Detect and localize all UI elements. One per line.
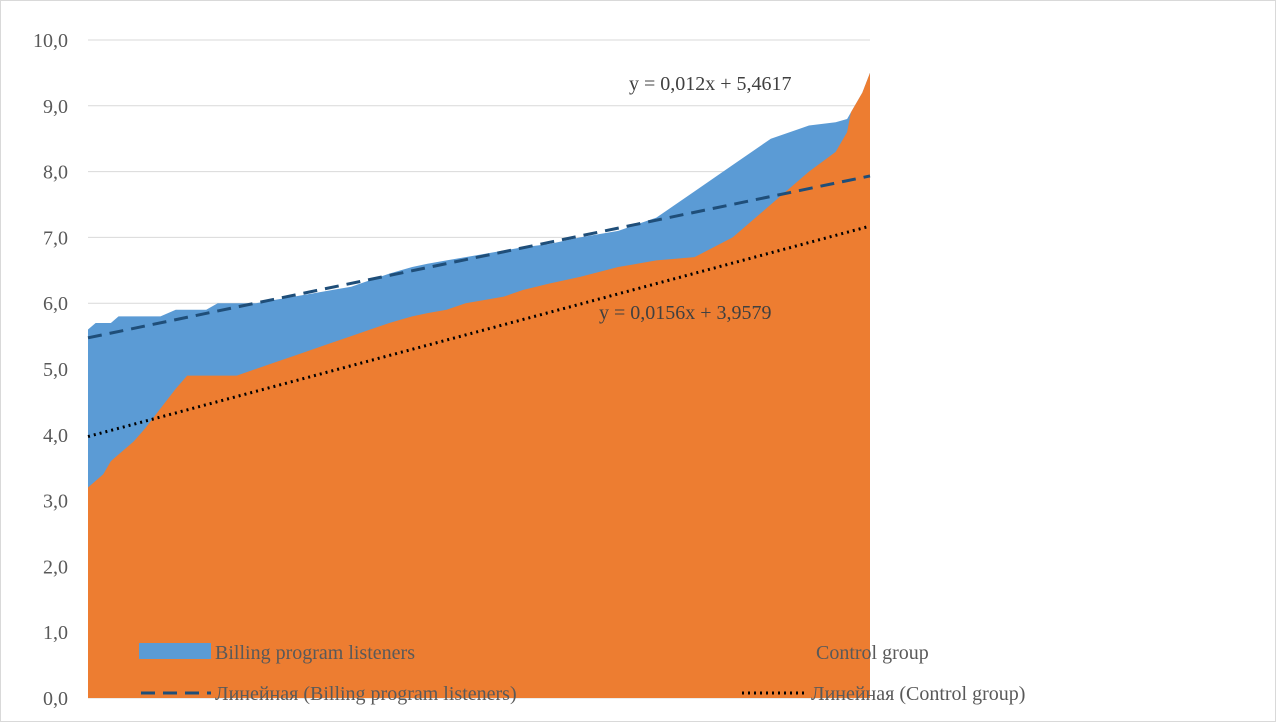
trend-equation-billing: y = 0,012x + 5,4617 [629,73,792,95]
legend-swatch-billing [139,643,211,659]
legend-label-billing-trend: Линейная (Billing program listeners) [215,683,517,705]
y-axis: 0,0 1,0 2,0 3,0 4,0 5,0 6,0 7,0 8,0 9,0 10,0 [33,30,68,710]
y-tick-label: 6,0 [43,293,68,315]
legend-label-control: Control group [816,642,929,664]
y-tick-label: 9,0 [43,96,68,118]
y-tick-label: 10,0 [33,30,68,52]
area-control-group [88,72,870,698]
y-tick-label: 5,0 [43,359,68,381]
y-tick-label: 8,0 [43,162,68,184]
trendlines [87,174,871,438]
y-tick-label: 2,0 [43,556,68,578]
y-tick-label: 7,0 [43,227,68,249]
y-tick-label: 1,0 [43,622,68,644]
area-series [88,72,870,698]
legend: Billing program listeners Control group … [139,642,1025,705]
y-tick-label: 3,0 [43,491,68,513]
y-tick-label: 0,0 [43,688,68,710]
legend-label-control-trend: Линейная (Control group) [811,683,1025,705]
y-tick-label: 4,0 [43,425,68,447]
trend-equation-control: y = 0,0156x + 3,9579 [599,302,772,324]
legend-label-billing: Billing program listeners [215,642,415,664]
trendline-billing [87,174,871,340]
